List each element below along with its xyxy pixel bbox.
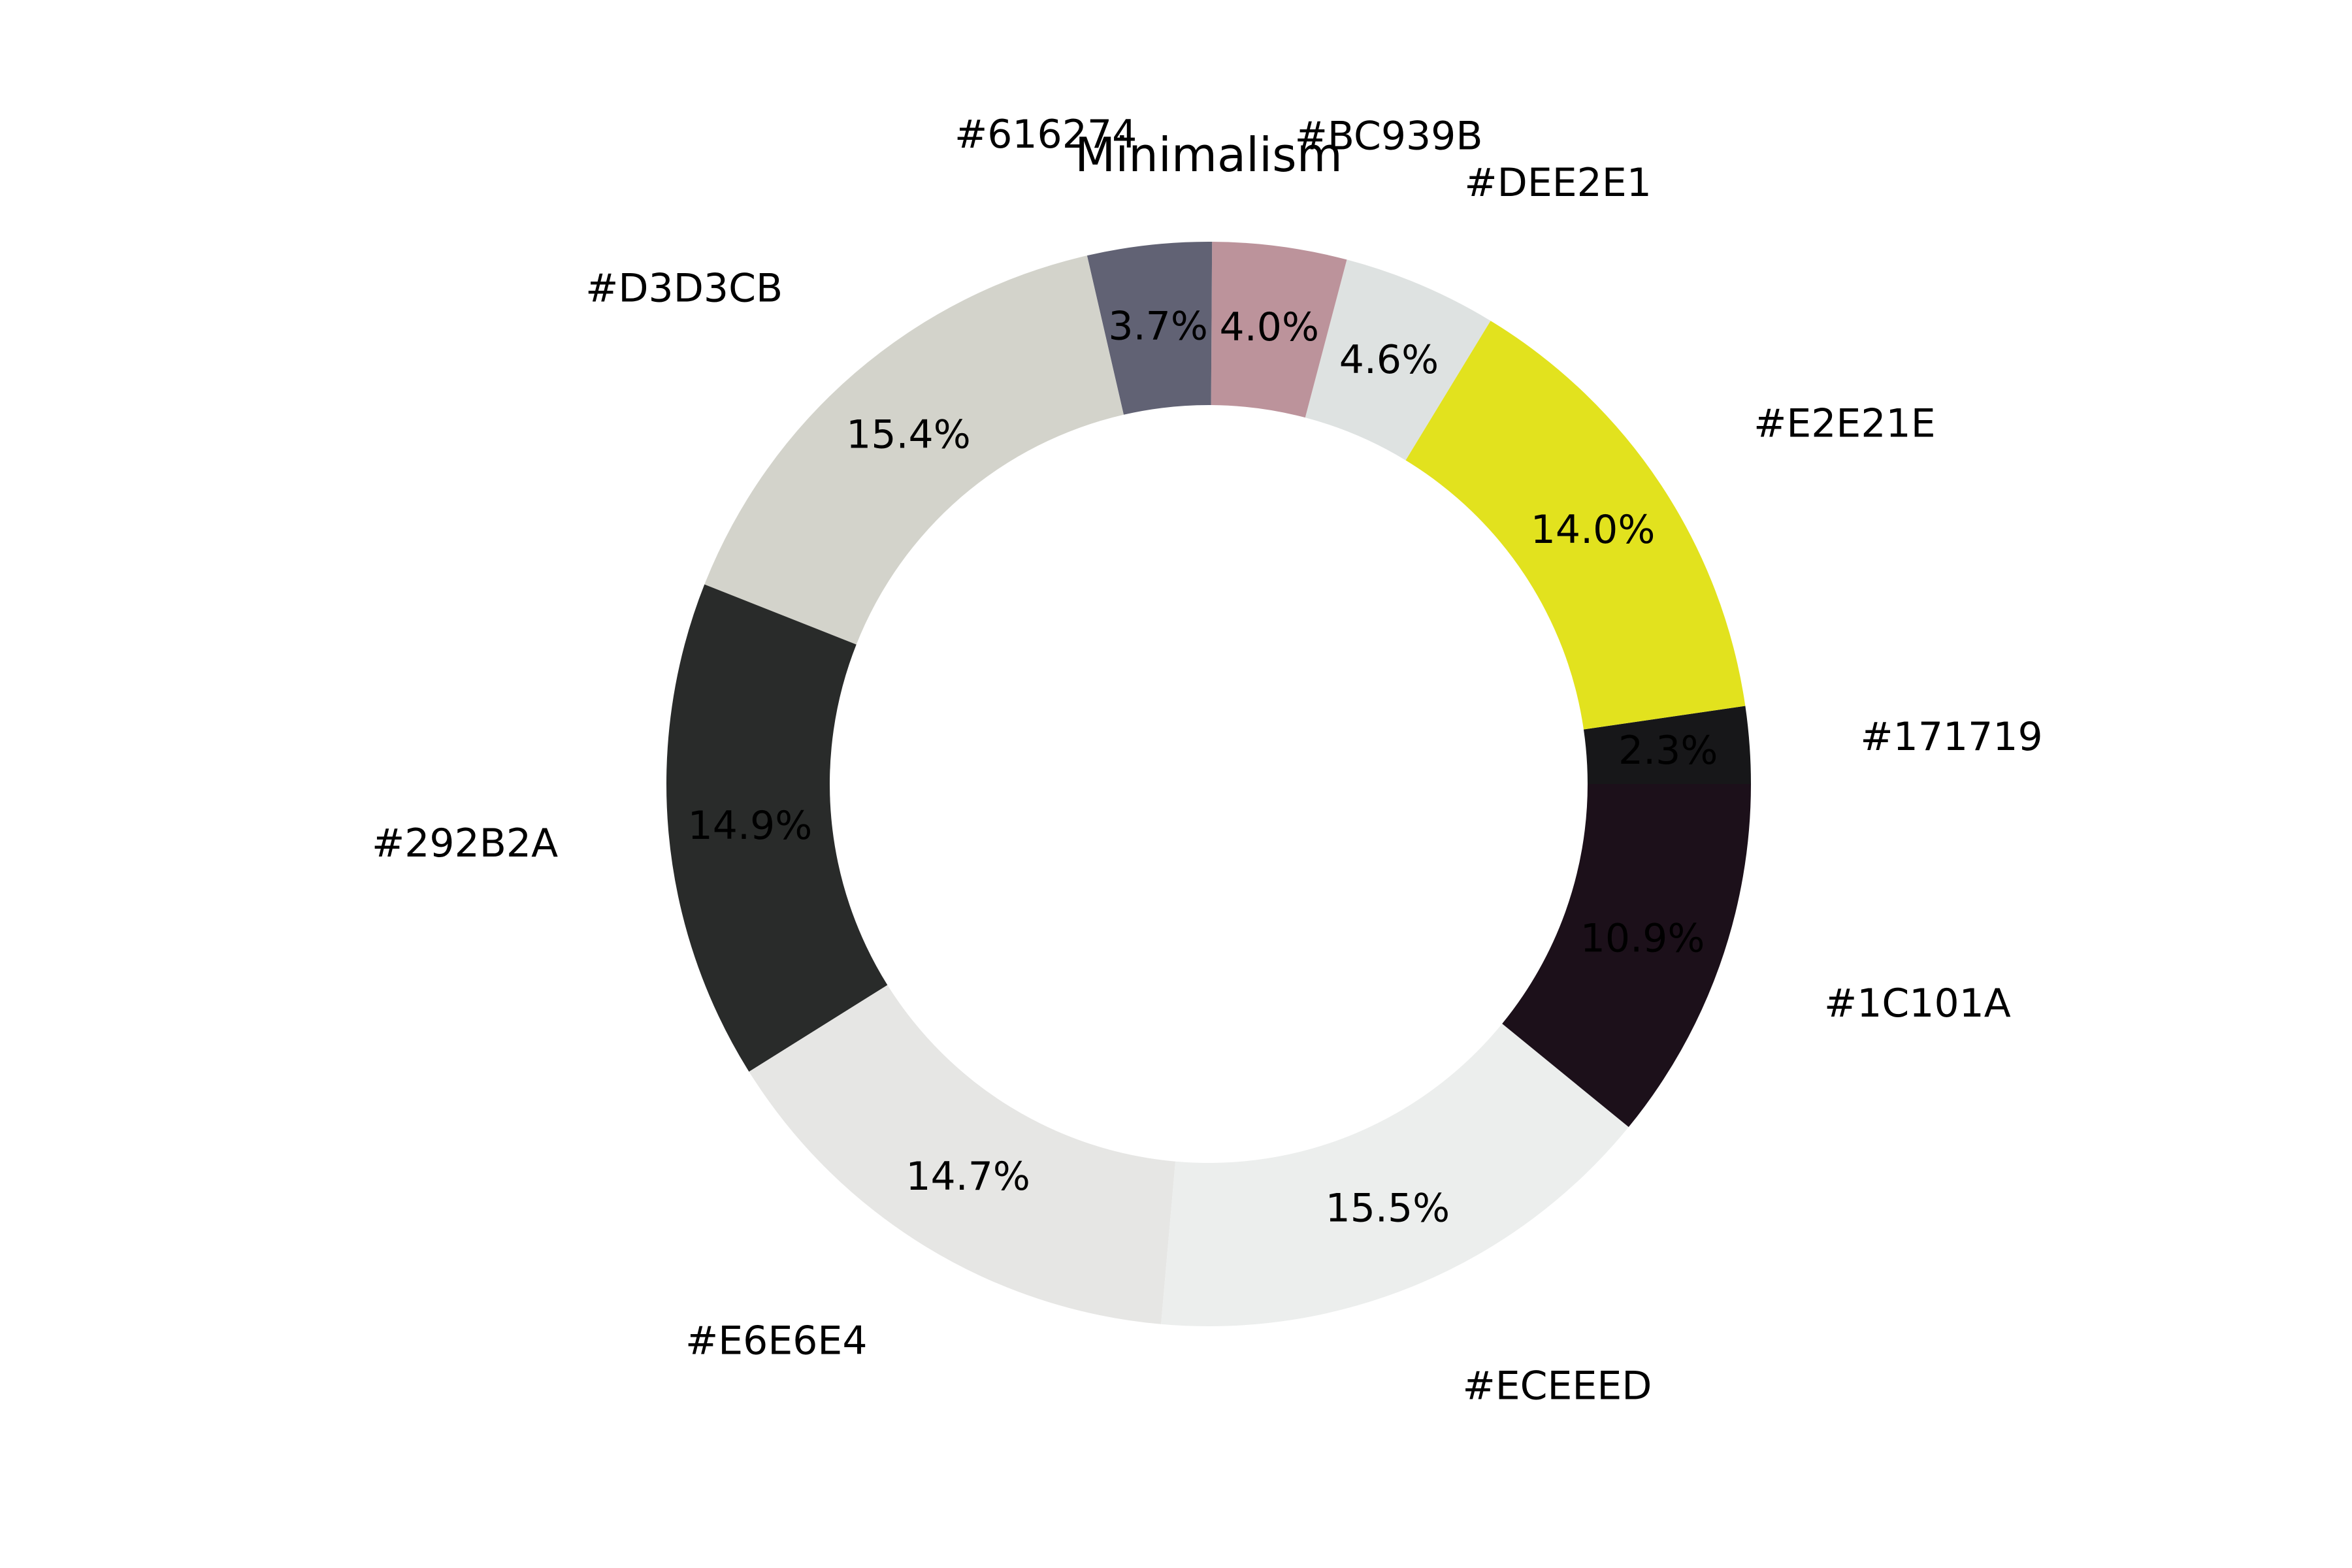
slice-label-bc939b: #BC939B bbox=[1295, 114, 1483, 159]
percent-label-616274: 3.7% bbox=[1108, 303, 1207, 349]
slice-label-616274: #616274 bbox=[955, 112, 1137, 157]
percent-label-292b2a: 14.9% bbox=[688, 803, 813, 849]
slice-616274 bbox=[1086, 241, 1213, 415]
percent-label-e2e21e: 14.0% bbox=[1531, 507, 1656, 553]
chart-title: Minimalism bbox=[1075, 127, 1343, 182]
slice-label-dee2e1: #DEE2E1 bbox=[1464, 160, 1652, 206]
slice-292b2a bbox=[666, 584, 888, 1072]
slice-label-171719: #171719 bbox=[1860, 714, 2042, 760]
percent-label-1c101a: 10.9% bbox=[1580, 916, 1705, 962]
percent-label-eceeed: 15.5% bbox=[1326, 1186, 1450, 1232]
slices-group bbox=[666, 241, 1751, 1326]
percent-label-171719: 2.3% bbox=[1618, 728, 1718, 774]
slice-label-292b2a: #292B2A bbox=[372, 821, 558, 866]
labels-group: #171719 2.3% #E2E21E 14.0% #DEE2E1 4.6% #BC939… bbox=[372, 112, 2043, 1409]
slice-bc939b bbox=[1211, 242, 1347, 418]
slice-dee2e1 bbox=[1305, 259, 1491, 461]
percent-label-d3d3cb: 15.4% bbox=[846, 412, 971, 457]
slice-label-eceeed: #ECEEED bbox=[1462, 1363, 1652, 1409]
slice-e2e21e bbox=[1405, 320, 1746, 730]
slice-label-e6e6e4: #E6E6E4 bbox=[685, 1318, 868, 1364]
slice-label-e2e21e: #E2E21E bbox=[1754, 400, 1936, 446]
slice-label-d3d3cb: #D3D3CB bbox=[585, 266, 783, 312]
slice-e6e6e4 bbox=[749, 985, 1176, 1324]
slice-1c101a bbox=[1502, 784, 1751, 1128]
slice-171719 bbox=[1583, 706, 1751, 784]
slice-d3d3cb bbox=[704, 255, 1124, 645]
percent-label-bc939b: 4.0% bbox=[1220, 304, 1319, 350]
percent-label-e6e6e4: 14.7% bbox=[906, 1154, 1030, 1200]
percent-label-dee2e1: 4.6% bbox=[1339, 337, 1439, 383]
slice-eceeed bbox=[1161, 1023, 1629, 1326]
slice-label-1c101a: #1C101A bbox=[1824, 981, 2011, 1026]
